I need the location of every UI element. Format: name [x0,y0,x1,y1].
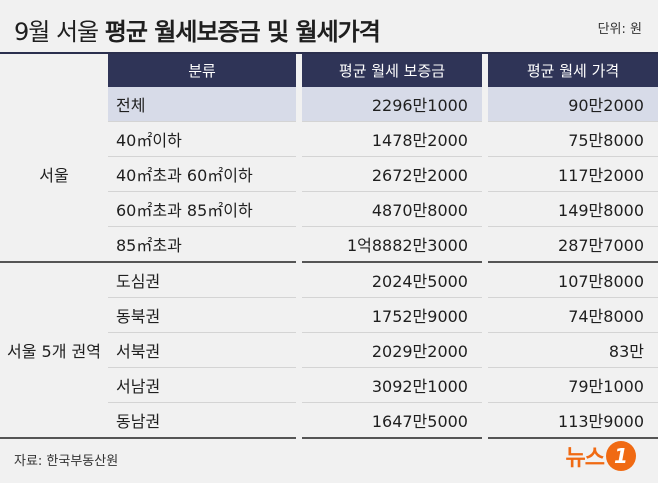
row-deposit: 2024만5000 [302,262,482,298]
source-note: 자료: 한국부동산원 [14,454,119,469]
table-row: 서남권 3092만1000 79만1000 [0,367,658,403]
group-label: 서울 5개 권역 [0,262,108,439]
title-main: 평균 월세보증금 및 월세가격 [104,18,381,46]
row-rent: 149만8000 [488,191,658,227]
table-row: 동남권 1647만5000 113만9000 [0,402,658,439]
row-deposit: 2296만1000 [302,87,482,122]
row-deposit: 4870만8000 [302,191,482,227]
row-category: 40㎡초과 60㎡이하 [108,156,296,192]
news1-logo: 뉴스 1 [566,440,636,472]
rent-table: 분류 평균 월세 보증금 평균 월세 가격 서울 전체 2296만1000 90… [0,54,658,439]
header-rent: 평균 월세 가격 [488,54,658,87]
row-rent: 83만 [488,332,658,368]
table-row: 40㎡초과 60㎡이하 2672만2000 117만2000 [0,156,658,192]
row-category: 60㎡초과 85㎡이하 [108,191,296,227]
row-rent: 75만8000 [488,121,658,157]
row-rent: 117만2000 [488,156,658,192]
group-label: 서울 [0,87,108,263]
table-row: 서북권 2029만2000 83만 [0,332,658,368]
row-rent: 113만9000 [488,402,658,439]
row-deposit: 2672만2000 [302,156,482,192]
row-rent: 90만2000 [488,87,658,122]
row-deposit: 1647만5000 [302,402,482,439]
logo-mark-icon: 1 [606,441,636,471]
top-rule [0,52,658,54]
table-row: 85㎡초과 1억8882만3000 287만7000 [0,226,658,263]
table-row: 서울 5개 권역 도심권 2024만5000 107만8000 [0,262,658,439]
row-category: 도심권 [108,262,296,298]
row-deposit: 2029만2000 [302,332,482,368]
row-category: 동남권 [108,402,296,439]
header-deposit: 평균 월세 보증금 [302,54,482,87]
row-rent: 79만1000 [488,367,658,403]
row-deposit: 1478만2000 [302,121,482,157]
page-title: 9월 서울 평균 월세보증금 및 월세가격 [14,12,381,47]
row-rent: 287만7000 [488,226,658,263]
row-category: 서북권 [108,332,296,368]
header-category: 분류 [108,54,296,87]
row-deposit: 1752만9000 [302,297,482,333]
unit-label: 단위: 원 [597,22,642,37]
header-blank [0,54,108,87]
row-deposit: 3092만1000 [302,367,482,403]
row-category: 전체 [108,87,296,122]
row-rent: 107만8000 [488,262,658,298]
table-row: 60㎡초과 85㎡이하 4870만8000 149만8000 [0,191,658,227]
row-category: 40㎡이하 [108,121,296,157]
table-row: 40㎡이하 1478만2000 75만8000 [0,121,658,157]
table-row: 서울 전체 2296만1000 90만2000 [0,87,658,263]
table-row: 동북권 1752만9000 74만8000 [0,297,658,333]
row-category: 서남권 [108,367,296,403]
logo-text: 뉴스 [565,446,605,471]
title-prefix: 9월 서울 [14,18,105,46]
row-category: 85㎡초과 [108,226,296,263]
row-rent: 74만8000 [488,297,658,333]
row-category: 동북권 [108,297,296,333]
row-deposit: 1억8882만3000 [302,226,482,263]
table-header-row: 분류 평균 월세 보증금 평균 월세 가격 [0,54,658,87]
